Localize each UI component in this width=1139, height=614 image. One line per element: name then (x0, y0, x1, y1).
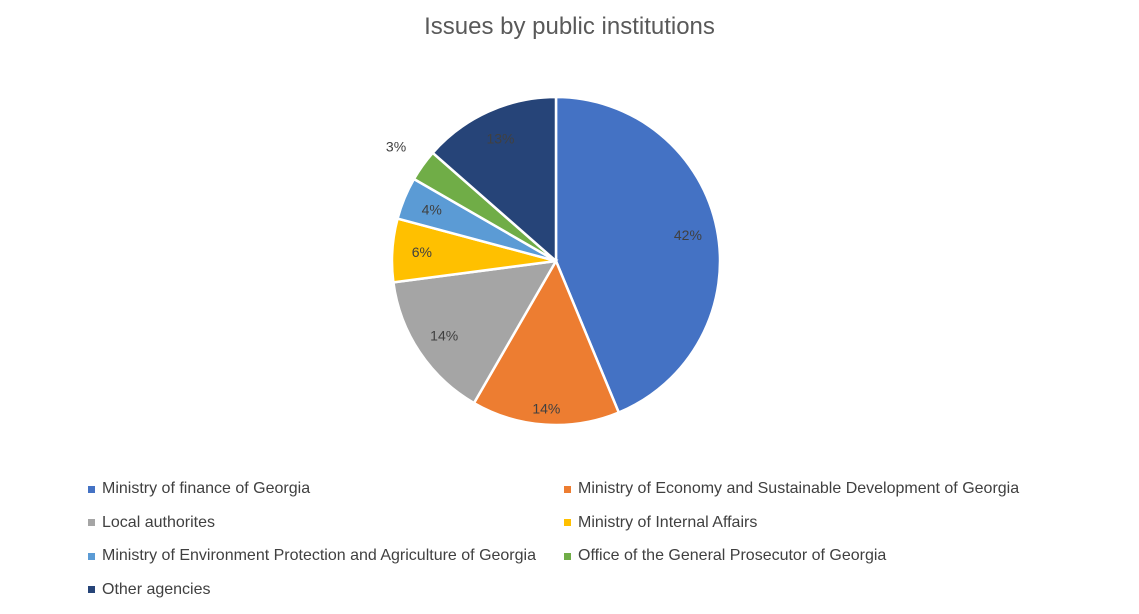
legend-label: Ministry of Economy and Sustainable Deve… (578, 480, 1020, 497)
pie-slice-1 (554, 95, 722, 415)
legend-item: Office of the General Prosecutor of Geor… (564, 547, 886, 565)
legend-item: Ministry of Environment Protection and A… (88, 547, 536, 565)
legend-swatch (564, 552, 571, 560)
data-label-5: 4% (422, 202, 442, 218)
legend-swatch (564, 519, 571, 526)
data-label-3: 14% (430, 328, 458, 344)
legend-item: Local authorites (88, 514, 215, 532)
legend-swatch (88, 519, 95, 526)
legend-label: Office of the General Prosecutor of Geor… (578, 547, 887, 564)
legend-item: Ministry of Internal Affairs (564, 514, 757, 532)
legend-item: Ministry of Economy and Sustainable Deve… (564, 480, 1019, 498)
data-label-6: 3% (386, 138, 406, 154)
legend-label: Ministry of Internal Affairs (578, 513, 758, 531)
pie-slice-7 (430, 95, 558, 264)
data-label-7: 13% (486, 131, 514, 147)
data-label-1: 42% (674, 227, 702, 243)
legend-swatch (88, 552, 95, 560)
chart-title: Issues by public institutions (424, 13, 715, 40)
legend-item: Other agencies (88, 581, 211, 599)
legend-item: Ministry of finance of Georgia (88, 480, 310, 498)
data-label-2: 14% (532, 400, 560, 416)
legend-swatch (564, 485, 571, 493)
data-label-4: 6% (412, 244, 432, 260)
legend-label: Other agencies (102, 580, 211, 598)
pie-slice-2 (472, 258, 621, 427)
legend-swatch (88, 485, 95, 493)
legend-label: Ministry of Environment Protection and A… (102, 547, 536, 564)
legend-label: Ministry of finance of Georgia (102, 480, 311, 497)
legend-swatch (88, 586, 95, 593)
legend-label: Local authorites (102, 513, 215, 531)
pie-slice-3 (391, 259, 559, 405)
